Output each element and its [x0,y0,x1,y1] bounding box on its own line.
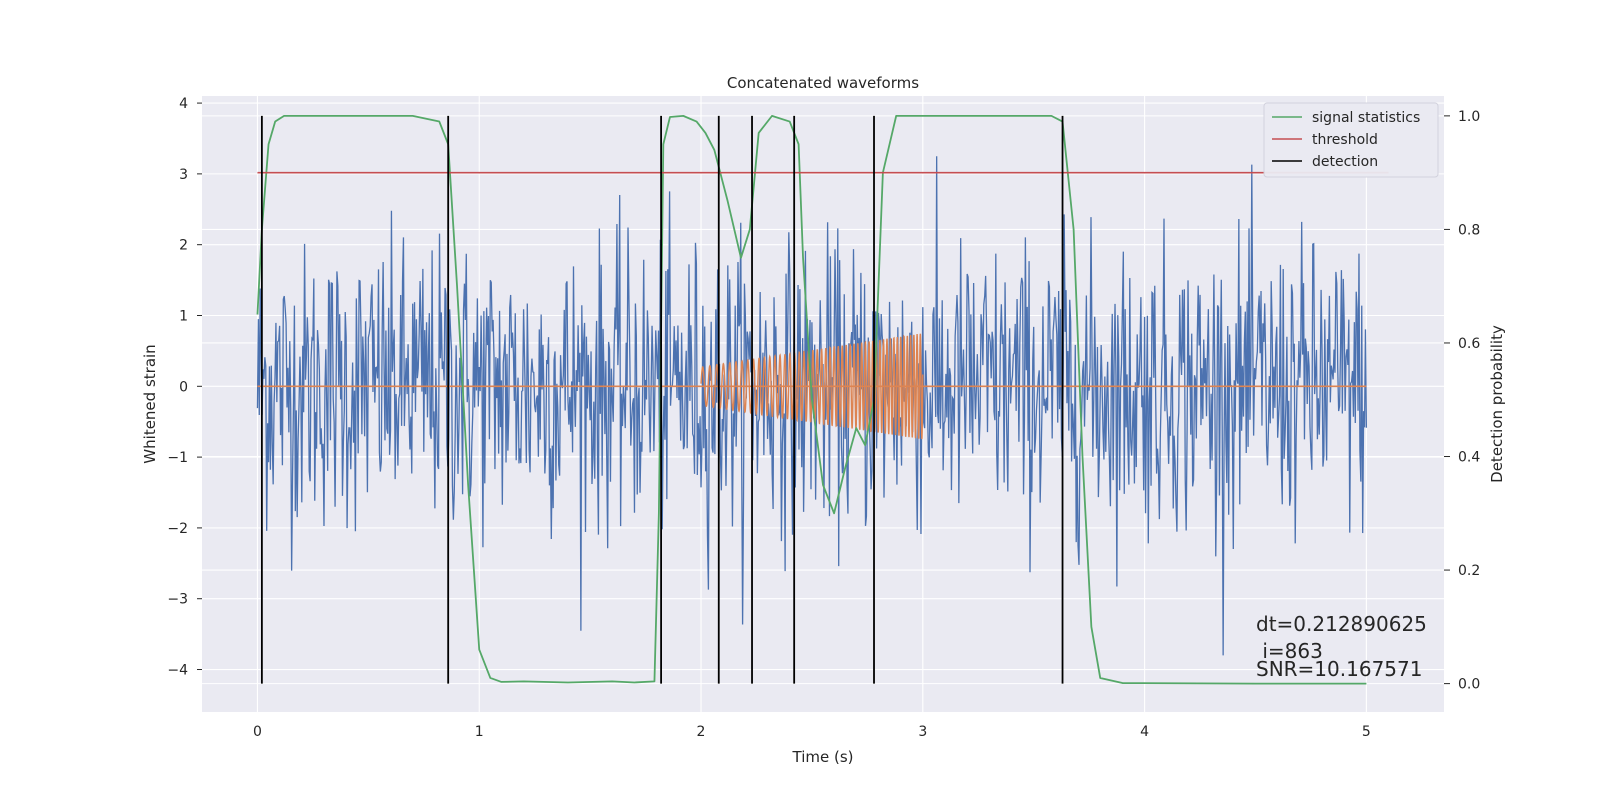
y-right-tick-label: 0.6 [1458,336,1480,352]
y-left-tick-label: 0 [179,379,188,395]
y-right-tick-label: 0.4 [1458,450,1480,466]
x-axis-label: Time (s) [792,748,854,766]
y-axis-label-right: Detection probability [1488,325,1506,483]
annotation-dt: dt=0.212890625 [1256,612,1427,636]
y-left-tick-label: 3 [179,167,188,183]
annotation-snr: SNR=10.167571 [1256,657,1422,681]
y-right-tick-label: 1.0 [1458,109,1480,125]
annotation-i: i=863 [1256,639,1323,663]
y-left-tick-label: −3 [167,592,188,608]
y-left-tick-label: −1 [167,450,188,466]
x-tick-labels: 0 1 2 3 4 5 [253,724,1371,740]
y-left-tick-label: 4 [179,96,188,112]
x-tick-label: 5 [1362,724,1371,740]
legend-label-signal-statistics: signal statistics [1312,110,1420,126]
legend-box [1263,102,1439,178]
y-right-tick-labels: 1.0 0.8 0.6 0.4 0.2 0.0 [1458,109,1480,693]
y-left-tick-labels: 4 3 2 1 0 −1 −2 −3 −4 [167,96,188,678]
series-whitened-noise [256,156,1368,656]
y-axis-label-left: Whitened strain [141,344,159,463]
chart-title: Concatenated waveforms [727,74,919,92]
y-right-tick-label: 0.2 [1458,563,1480,579]
series-injected-chirp [700,333,924,440]
legend: signal statistics threshold detection [1263,102,1439,178]
legend-label-detection: detection [1312,154,1378,170]
x-tick-label: 4 [1140,724,1149,740]
series-signal-statistics [256,114,1367,685]
x-tick-label: 2 [697,724,706,740]
y-right-tick-label: 0.0 [1458,677,1480,693]
legend-label-threshold: threshold [1312,132,1378,148]
series-layer [256,114,1389,685]
y-left-tick-label: −4 [167,663,188,679]
x-tick-label: 0 [253,724,262,740]
y-left-tick-label: −2 [167,521,188,537]
x-tick-label: 1 [475,724,484,740]
y-left-tick-label: 2 [179,238,188,254]
y-left-tick-label: 1 [179,308,188,324]
x-tick-label: 3 [918,724,927,740]
y-right-tick-label: 0.8 [1458,222,1480,238]
